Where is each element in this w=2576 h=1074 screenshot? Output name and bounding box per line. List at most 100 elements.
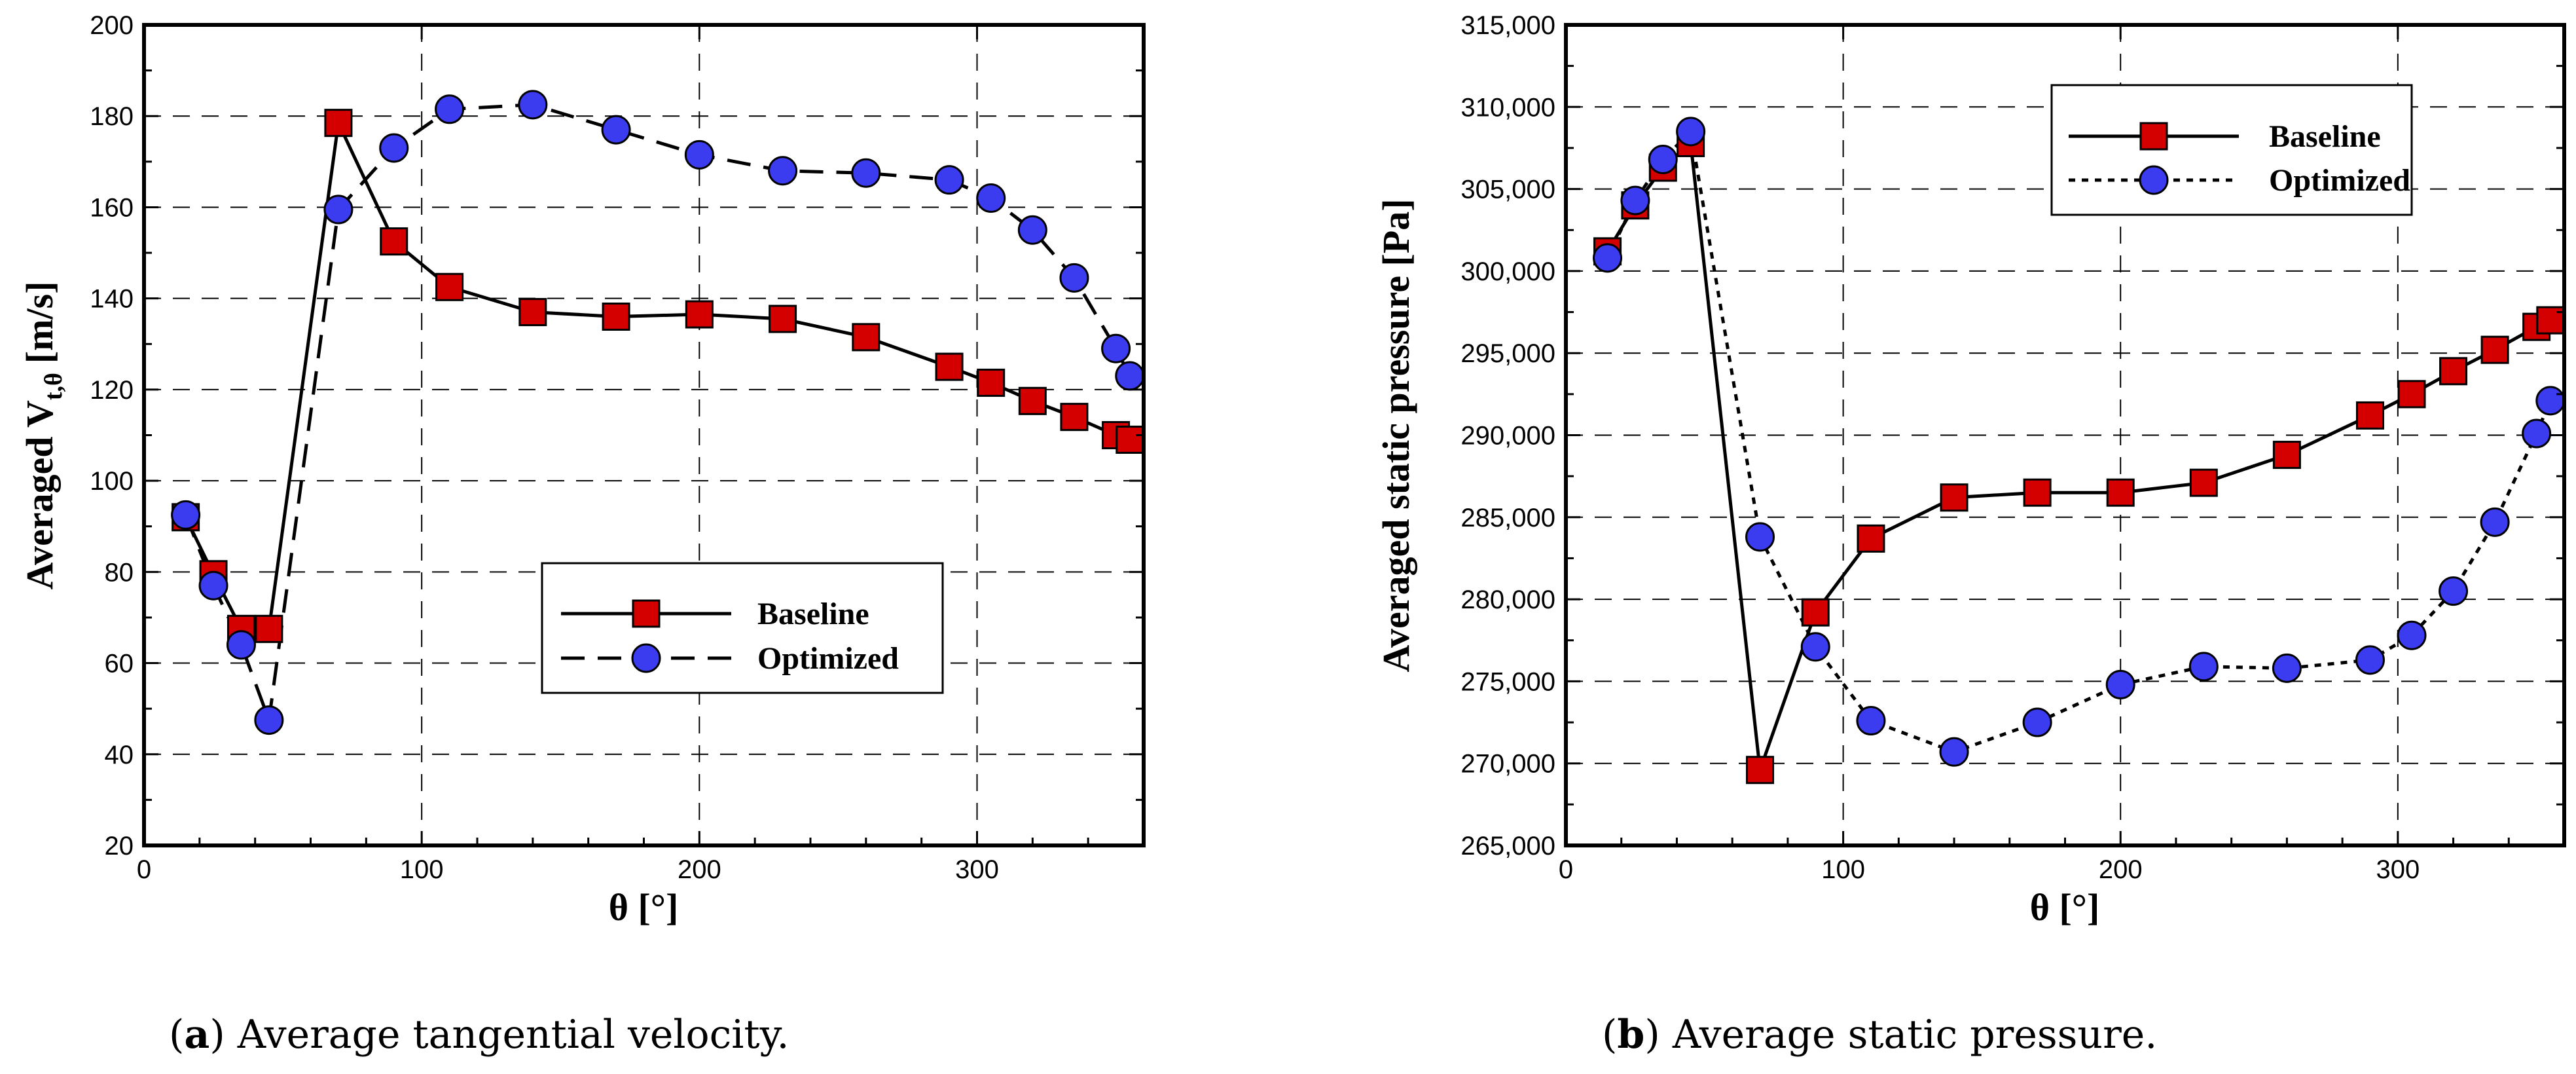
data-point-optimized: [323, 194, 354, 225]
data-point-baseline: [518, 298, 547, 327]
y-tick-label: 280,000: [1460, 585, 1555, 614]
x-tick-label: 300: [955, 855, 999, 884]
data-point-optimized: [1101, 333, 1131, 363]
caption-b-close: ): [1644, 1012, 1672, 1058]
legend-label-optimized-b: Optimized: [2269, 163, 2410, 198]
x-tick-label: 0: [1559, 855, 1573, 884]
data-point-optimized: [1676, 117, 1706, 147]
caption-b: (b) Average static pressure.: [1602, 1012, 2157, 1058]
y-tick-label: 305,000: [1460, 176, 1555, 204]
data-point-optimized: [684, 139, 714, 170]
legend-marker-optimized-a: [631, 643, 661, 673]
data-point-optimized: [976, 183, 1006, 213]
data-point-baseline: [935, 352, 964, 381]
data-point-optimized: [1648, 144, 1678, 174]
caption-a-close: ): [209, 1012, 237, 1058]
y-tick-label: 40: [105, 741, 134, 769]
caption-a-open: (: [169, 1012, 184, 1058]
y-axis-title-a-main: Averaged V: [18, 400, 61, 590]
y-tick-label: 290,000: [1460, 422, 1555, 451]
data-point-optimized: [198, 570, 228, 601]
data-point-optimized: [1745, 522, 1775, 552]
data-point-optimized: [2439, 576, 2469, 606]
data-point-optimized: [171, 500, 201, 530]
data-point-baseline: [324, 109, 353, 138]
y-tick-label: 180: [90, 102, 134, 131]
y-tick-label: 265,000: [1460, 832, 1555, 861]
y-tick-label: 310,000: [1460, 93, 1555, 122]
legend-box-a: [541, 562, 944, 694]
data-point-baseline: [2480, 335, 2509, 364]
series-markers-a: [171, 90, 1145, 735]
data-point-baseline: [685, 300, 714, 329]
data-point-baseline: [2439, 357, 2468, 386]
legend-label-optimized-a: Optimized: [757, 641, 899, 676]
data-point-baseline: [435, 272, 464, 301]
data-point-optimized: [1800, 632, 1830, 662]
x-tick-label: 0: [137, 855, 151, 884]
x-tick-label: 300: [2376, 855, 2420, 884]
data-point-baseline: [602, 303, 630, 331]
y-axis-title-b: Averaged static pressure [Pa]: [1375, 198, 1417, 672]
data-point-optimized: [1856, 706, 1886, 736]
data-point-baseline: [380, 227, 408, 256]
data-point-optimized: [435, 94, 465, 124]
data-point-baseline: [2023, 478, 2052, 507]
legend-marker-baseline-a: [632, 599, 661, 628]
y-tick-label: 275,000: [1460, 667, 1555, 696]
data-point-baseline: [1116, 425, 1144, 454]
data-point-baseline: [769, 305, 797, 333]
data-point-optimized: [768, 156, 798, 186]
caption-b-open: (: [1602, 1012, 1617, 1058]
plot-frame-b: [1564, 23, 2566, 847]
data-point-optimized: [2355, 645, 2385, 675]
data-point-baseline: [1746, 756, 1775, 785]
y-tick-label: 200: [90, 11, 134, 40]
x-tick-label: 200: [2099, 855, 2143, 884]
chart-panel-b: 0 100 200 300 265,000 270,000 275,000 280,000 28…: [1375, 11, 2566, 1058]
x-tick-label: 200: [678, 855, 721, 884]
data-point-baseline: [2355, 401, 2384, 430]
caption-b-letter: b: [1617, 1012, 1644, 1058]
y-tick-label: 300,000: [1460, 257, 1555, 286]
data-point-optimized: [1939, 737, 1969, 767]
data-point-optimized: [1593, 243, 1623, 273]
tick-labels-a: 0 100 200 300 20 40 60 80 100 120 140 160 180 200: [90, 11, 999, 884]
data-point-baseline: [2272, 441, 2301, 470]
data-point-optimized: [851, 158, 881, 188]
legend-label-baseline-b: Baseline: [2269, 119, 2381, 154]
legend-b: Baseline Optimized: [2050, 84, 2413, 216]
data-point-optimized: [2272, 653, 2302, 683]
y-tick-label: 60: [105, 650, 134, 678]
data-point-optimized: [2105, 669, 2135, 699]
y-tick-label: 140: [90, 285, 134, 314]
data-point-optimized: [1017, 215, 1047, 245]
legend-box-b: [2050, 84, 2413, 216]
y-tick-label: 100: [90, 467, 134, 496]
x-axis-title-b: θ [°]: [2030, 886, 2100, 929]
data-point-baseline: [255, 614, 283, 643]
y-axis-title-a-sub: t,θ: [40, 373, 67, 400]
data-point-optimized: [254, 705, 284, 735]
data-point-optimized: [379, 133, 409, 163]
data-point-optimized: [2188, 652, 2219, 682]
data-point-optimized: [1115, 361, 1145, 391]
data-point-baseline: [852, 323, 880, 352]
data-point-baseline: [1940, 483, 1968, 512]
y-tick-label: 80: [105, 558, 134, 587]
y-axis-title-a: Averaged Vt,θ [m/s]: [18, 281, 67, 589]
data-point-optimized: [1059, 263, 1089, 293]
x-tick-label: 100: [400, 855, 444, 884]
data-point-optimized: [934, 165, 964, 195]
data-point-optimized: [2480, 507, 2510, 537]
y-tick-label: 295,000: [1460, 339, 1555, 368]
tick-labels-b: 0 100 200 300 265,000 270,000 275,000 280,000 28…: [1460, 11, 2420, 884]
series-line-baseline: [1606, 139, 2551, 771]
y-tick-label: 160: [90, 193, 134, 222]
plot-frame-a: [142, 23, 1146, 847]
x-axis-title-a: θ [°]: [609, 886, 679, 929]
data-point-baseline: [977, 368, 1006, 397]
series-markers-b: [1593, 117, 2566, 785]
data-point-baseline: [1018, 386, 1047, 415]
